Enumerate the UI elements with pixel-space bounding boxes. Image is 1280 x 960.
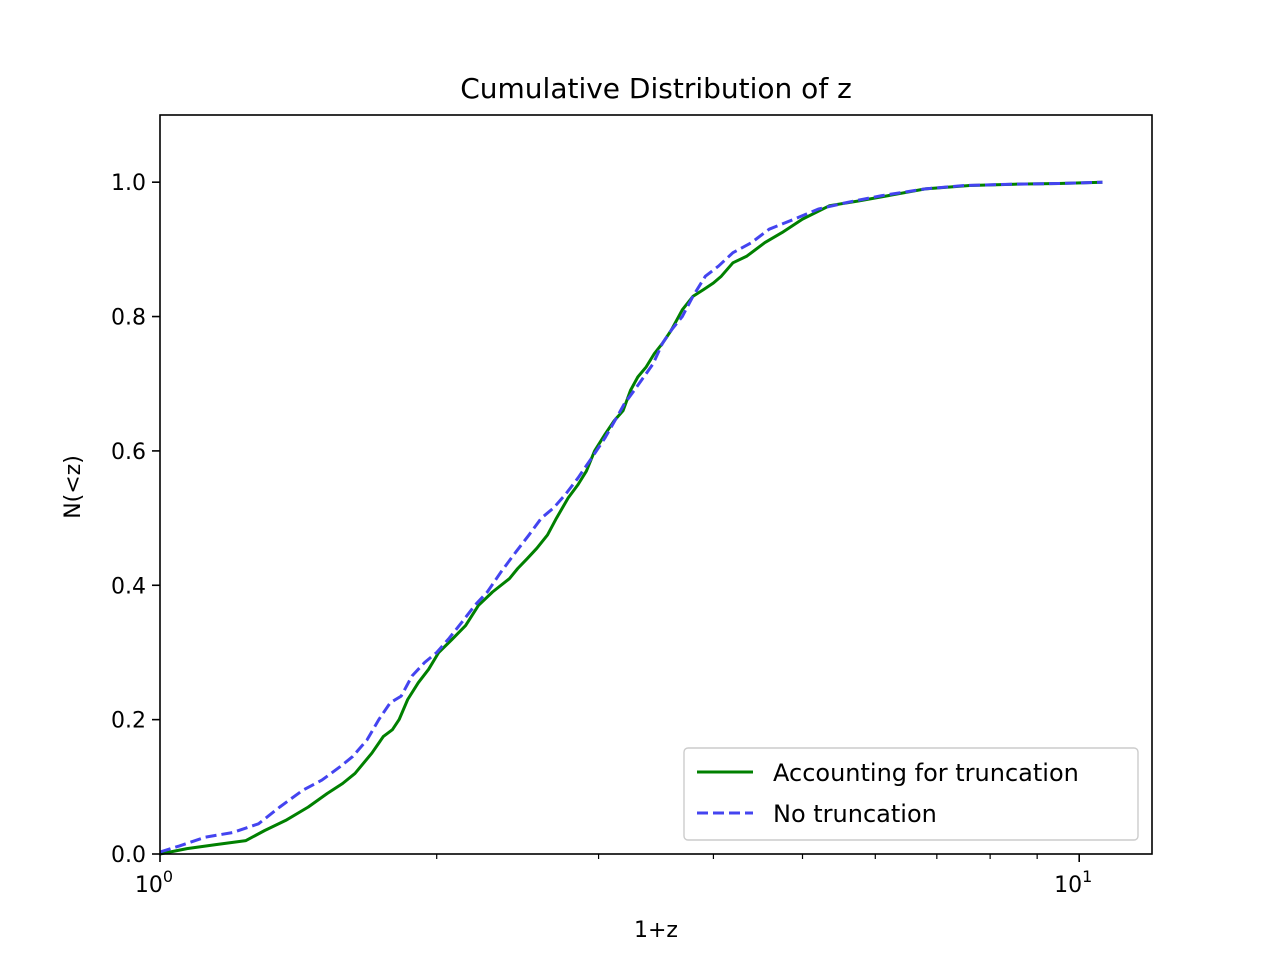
legend-label-accounting-for-truncation: Accounting for truncation: [773, 759, 1079, 787]
y-tick-label-3: 0.6: [111, 440, 146, 465]
y-tick-label-1: 0.2: [111, 709, 146, 734]
y-axis-ticks: 0.0 0.2 0.4 0.6 0.8 1.0: [111, 171, 160, 868]
y-tick-label-0: 0.0: [111, 843, 146, 868]
series-line-0: [159, 180, 1103, 856]
legend-label-no-truncation: No truncation: [773, 800, 937, 828]
x-tick-label-0: 100: [135, 867, 173, 898]
plot-area-frame: [159, 114, 1153, 855]
series-lines: [159, 180, 1103, 856]
y-tick-label-4: 0.8: [111, 306, 146, 331]
x-axis-label: 1+z: [634, 918, 678, 943]
series-line-1: [159, 180, 1103, 854]
legend-box: [683, 747, 1139, 841]
y-tick-label-2: 0.4: [111, 574, 146, 599]
x-tick-label-1: 101: [1054, 867, 1092, 898]
legend: Accounting for truncation No truncation: [683, 747, 1139, 841]
chart-title: Cumulative Distribution of z: [460, 72, 852, 105]
y-tick-label-5: 1.0: [111, 171, 146, 196]
x-axis-ticks: 100 101: [135, 854, 1092, 898]
y-axis-label: N(<z): [61, 455, 86, 519]
